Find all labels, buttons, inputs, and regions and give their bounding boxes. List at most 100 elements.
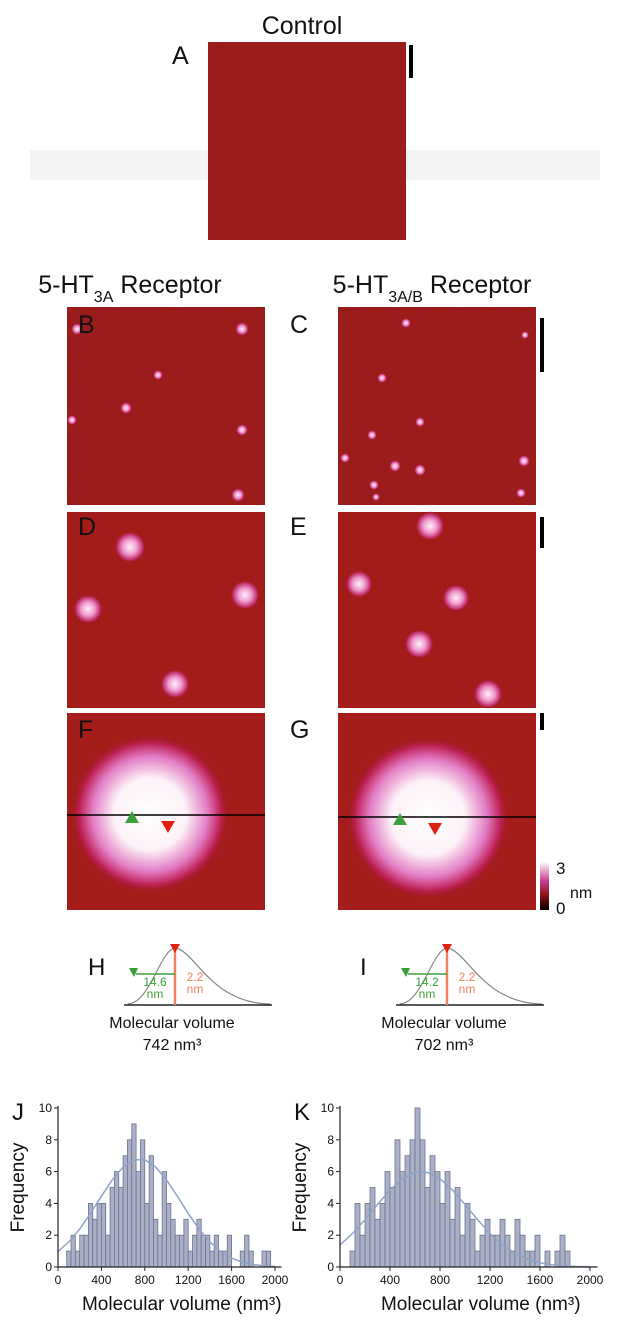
bar (560, 1235, 565, 1267)
panel-label: G (290, 716, 309, 744)
panel-label: J (12, 1099, 24, 1126)
caption: Molecular volume (109, 1015, 234, 1032)
y-tick-label: 6 (327, 1165, 334, 1179)
height-unit: nm (187, 982, 204, 996)
bar (180, 1235, 184, 1267)
title-sub: 3A (94, 289, 114, 306)
bar (67, 1251, 71, 1267)
y-axis-label: Frequency (290, 1142, 311, 1232)
bar (350, 1251, 355, 1267)
y-tick-label: 0 (45, 1260, 52, 1274)
bar (127, 1140, 131, 1267)
bar (520, 1235, 525, 1267)
bar (480, 1235, 485, 1267)
bar (240, 1251, 244, 1267)
x-tick-label: 800 (135, 1273, 155, 1287)
bar (101, 1203, 105, 1267)
bar (530, 1251, 535, 1267)
scale-bar (409, 45, 413, 78)
width-unit: nm (419, 987, 436, 1001)
bar (162, 1172, 166, 1267)
bar (475, 1251, 480, 1267)
title-rest: Receptor (113, 271, 221, 299)
profile: H14.6nm2.2nmMolecular volume742 nm³ (88, 944, 272, 1054)
y-tick-label: 10 (39, 1101, 53, 1115)
bar (201, 1235, 205, 1267)
x-tick-label: 1600 (218, 1273, 245, 1287)
bar (375, 1219, 380, 1267)
volume: 742 nm³ (143, 1037, 202, 1054)
bar (262, 1251, 266, 1267)
x-tick-label: 400 (91, 1273, 111, 1287)
bar (214, 1235, 218, 1267)
bar (390, 1188, 395, 1268)
bar (219, 1251, 223, 1267)
x-axis-label: Molecular volume (nm³) (82, 1294, 282, 1315)
bar (97, 1203, 101, 1267)
bar (227, 1235, 231, 1267)
bar (490, 1235, 495, 1267)
bar (435, 1172, 440, 1267)
colorbar (540, 862, 549, 910)
x-axis-label: Molecular volume (nm³) (381, 1294, 581, 1315)
bar (175, 1235, 179, 1267)
bar (188, 1251, 192, 1267)
bar (355, 1203, 360, 1267)
x-tick-label: 400 (380, 1273, 400, 1287)
bar (166, 1203, 170, 1267)
bar (455, 1188, 460, 1268)
bar (400, 1172, 405, 1267)
bar (420, 1140, 425, 1267)
column-title: 5-HT3A Receptor (38, 271, 222, 306)
afm-texture (338, 307, 536, 505)
receptor (70, 734, 230, 894)
x-tick-label: 1600 (527, 1273, 554, 1287)
marker (129, 968, 138, 977)
colorbar-unit: nm (570, 885, 592, 902)
panel-label: E (290, 513, 307, 541)
bar (71, 1235, 75, 1267)
bar (80, 1235, 84, 1267)
bar (485, 1219, 490, 1267)
x-tick-label: 0 (337, 1273, 344, 1287)
y-tick-label: 0 (327, 1260, 334, 1274)
scale-bar (540, 713, 544, 730)
bar (460, 1235, 465, 1267)
y-tick-label: 10 (321, 1101, 335, 1115)
y-tick-label: 6 (45, 1165, 52, 1179)
bar (136, 1172, 140, 1267)
bar (153, 1219, 157, 1267)
bar (106, 1235, 110, 1267)
bar (114, 1172, 118, 1267)
afm-panels (67, 307, 544, 910)
afm-texture (67, 307, 265, 505)
bar (370, 1188, 375, 1268)
caption: Molecular volume (381, 1015, 506, 1032)
afm-texture (208, 42, 406, 240)
bar (565, 1251, 570, 1267)
bar (465, 1203, 470, 1267)
page: Control A 5-HT3A Receptor 5-HT3A/B Recep… (0, 0, 620, 1322)
bar (365, 1203, 370, 1267)
column-title: 5-HT3A/B Receptor (333, 271, 532, 306)
bar (184, 1219, 188, 1267)
bar (380, 1203, 385, 1267)
panel-label: A (172, 42, 189, 70)
title-sub: 3A/B (388, 289, 423, 306)
bar (515, 1219, 520, 1267)
bar (84, 1235, 88, 1267)
y-tick-label: 2 (327, 1228, 334, 1242)
bar (470, 1219, 475, 1267)
bar (450, 1219, 455, 1267)
bar (410, 1140, 415, 1267)
title-main: 5-HT (333, 271, 389, 299)
bar (123, 1156, 127, 1267)
scale-bar (540, 517, 544, 548)
bar (149, 1156, 153, 1267)
bar (132, 1124, 136, 1267)
bar (266, 1251, 270, 1267)
bar (395, 1140, 400, 1267)
panel-label: D (78, 513, 96, 541)
x-tick-label: 2000 (577, 1273, 604, 1287)
